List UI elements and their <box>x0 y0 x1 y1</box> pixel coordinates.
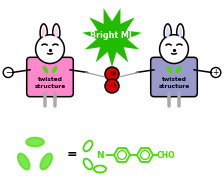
Circle shape <box>36 35 65 64</box>
Text: twisted
structure: twisted structure <box>158 77 190 89</box>
FancyBboxPatch shape <box>151 57 197 97</box>
Ellipse shape <box>18 153 30 170</box>
Ellipse shape <box>176 66 181 73</box>
Ellipse shape <box>52 66 57 73</box>
Circle shape <box>211 67 221 77</box>
Text: +: + <box>213 68 219 77</box>
Ellipse shape <box>177 24 184 42</box>
Text: Bright ML: Bright ML <box>90 30 134 40</box>
Text: ⊕: ⊕ <box>109 70 115 78</box>
Text: CHO: CHO <box>157 150 175 160</box>
FancyBboxPatch shape <box>27 57 73 97</box>
Text: twisted
structure: twisted structure <box>34 77 66 89</box>
Ellipse shape <box>40 153 52 170</box>
Circle shape <box>3 67 13 77</box>
Ellipse shape <box>26 138 44 146</box>
Ellipse shape <box>43 66 48 73</box>
Ellipse shape <box>167 66 172 73</box>
Circle shape <box>159 35 188 64</box>
Ellipse shape <box>54 28 58 38</box>
Polygon shape <box>82 8 142 67</box>
Text: N: N <box>96 150 104 160</box>
Text: −: − <box>5 68 11 77</box>
Ellipse shape <box>179 28 182 38</box>
Ellipse shape <box>170 60 178 63</box>
Ellipse shape <box>40 24 47 42</box>
Ellipse shape <box>105 67 119 81</box>
Ellipse shape <box>53 24 60 42</box>
Ellipse shape <box>105 79 119 93</box>
Ellipse shape <box>164 24 171 42</box>
Text: =: = <box>67 149 77 161</box>
Ellipse shape <box>46 60 54 63</box>
Text: ⊖: ⊖ <box>109 81 115 91</box>
Ellipse shape <box>166 28 170 38</box>
Ellipse shape <box>42 28 45 38</box>
